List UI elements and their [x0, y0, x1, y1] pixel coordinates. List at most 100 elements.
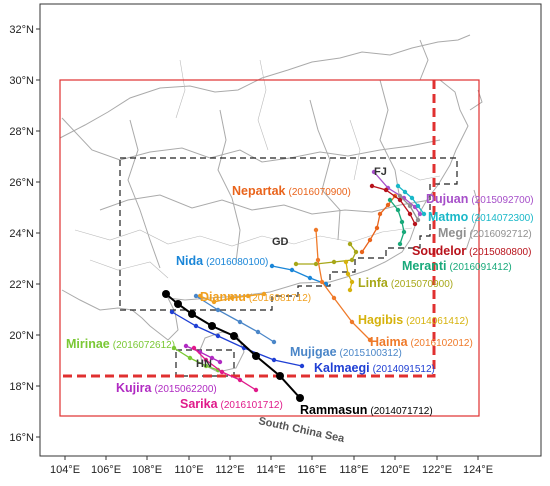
track-point [349, 257, 355, 263]
track-point [215, 333, 221, 339]
typhoon-label-sarika: Sarika (2016101712) [180, 397, 283, 411]
typhoon-tracks [162, 169, 427, 402]
track-point [374, 225, 380, 231]
region-label-gd: GD [272, 236, 289, 248]
x-tick-label: 118°E [339, 464, 368, 476]
x-tick-label: 112°E [215, 464, 244, 476]
critical-boundary [60, 80, 436, 378]
track-point [269, 263, 275, 269]
typhoon-label-meranti: Meranti (2016091412) [402, 259, 512, 273]
track-line [173, 347, 219, 371]
track-point [377, 211, 383, 217]
typhoon-label-soudelor: Soudelor (2015080800) [412, 244, 531, 258]
y-tick-label: 22°N [9, 279, 34, 291]
y-tick-label: 26°N [9, 177, 34, 189]
track-point [293, 261, 299, 267]
x-tick-label: 124°E [463, 464, 493, 476]
track-point [359, 249, 365, 255]
land-borders [59, 34, 483, 373]
region-label-fj: FJ [374, 166, 387, 178]
y-axis: 16°N 18°N 20°N 22°N 24°N 26°N 28°N 30°N 32°N [9, 24, 40, 444]
track-point [296, 394, 304, 402]
typhoon-label-linfa: Linfa (2015070900) [358, 276, 453, 290]
track-point [271, 357, 277, 363]
track-point [217, 359, 223, 365]
track-rammasun [162, 290, 304, 402]
track-point [385, 202, 391, 208]
track-point [397, 193, 403, 199]
typhoon-labels: Nepartak (2016070900) Dujuan (2015092700) Ma… [66, 184, 534, 417]
track-point [397, 197, 403, 203]
track-soudelor [369, 183, 418, 227]
track-point [237, 319, 243, 325]
track-point [399, 219, 405, 225]
track-point [276, 372, 284, 380]
gd-region [119, 157, 458, 311]
track-line [271, 265, 327, 285]
track-point [299, 363, 305, 369]
track-point [401, 229, 407, 235]
typhoon-label-nida: Nida (2016080100) [176, 254, 268, 268]
y-tick-label: 18°N [9, 381, 34, 393]
track-matmo [395, 183, 427, 217]
track-mujigae [193, 293, 277, 345]
x-tick-label: 106°E [91, 464, 121, 476]
track-point [387, 197, 393, 203]
track-point [417, 211, 423, 217]
track-point [191, 345, 197, 351]
track-point [245, 293, 251, 299]
track-dianmu [197, 291, 267, 305]
track-point [343, 259, 349, 265]
x-tick-label: 116°E [297, 464, 326, 476]
track-point [345, 271, 351, 277]
track-point [313, 261, 319, 267]
track-linfa [293, 241, 359, 267]
track-point [371, 169, 377, 175]
track-point [407, 211, 413, 217]
track-kalmaegi [169, 309, 305, 369]
typhoon-label-megi: Megi (2016092712) [438, 226, 532, 240]
track-point [211, 299, 217, 305]
track-nepartak [359, 193, 398, 255]
track-point [307, 275, 313, 281]
track-megi [397, 193, 421, 223]
typhoon-label-nepartak: Nepartak (2016070900) [232, 184, 351, 198]
track-point [203, 357, 209, 363]
track-point [415, 217, 421, 223]
typhoon-label-kujira: Kujira (2015062200) [116, 381, 217, 395]
x-tick-label: 114°E [256, 464, 285, 476]
track-point [369, 183, 375, 189]
track-point [183, 343, 189, 349]
x-tick-label: 110°E [174, 464, 203, 476]
typhoon-label-dujuan: Dujuan (2015092700) [426, 192, 534, 206]
track-point [383, 187, 389, 193]
y-tick-label: 16°N [9, 432, 34, 444]
y-tick-label: 24°N [9, 228, 34, 240]
typhoon-label-mirinae: Mirinae (2016072612) [66, 337, 175, 351]
track-point [203, 363, 209, 369]
track-point [395, 207, 401, 213]
track-point [349, 279, 355, 285]
track-point [271, 339, 277, 345]
track-point [253, 387, 259, 393]
track-point [187, 355, 193, 361]
track-point [252, 352, 260, 360]
typhoon-label-dianmu: Dianmu (2016081712) [200, 290, 311, 304]
track-line [345, 261, 353, 291]
track-point [315, 257, 321, 263]
track-meranti [387, 197, 407, 247]
track-point [188, 310, 196, 318]
track-point [367, 337, 373, 343]
track-point [412, 221, 418, 227]
track-point [397, 241, 403, 247]
track-point [230, 332, 238, 340]
track-point [313, 227, 319, 233]
track-point [171, 345, 177, 351]
track-hagibis [343, 259, 355, 293]
track-point [261, 291, 267, 297]
study-domain-frame [59, 79, 480, 417]
track-point [409, 195, 415, 201]
typhoon-label-haima: Haima (2016102012) [370, 335, 473, 349]
track-point [237, 377, 243, 383]
